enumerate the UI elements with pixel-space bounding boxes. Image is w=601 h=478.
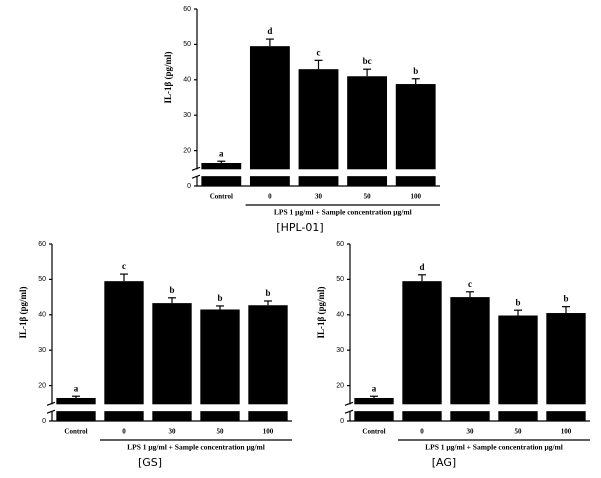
axis-break-mark <box>46 401 56 406</box>
bar <box>249 46 290 186</box>
bar-break <box>497 404 539 412</box>
y-tick-label: 40 <box>336 312 344 319</box>
significance-letter: c <box>122 261 126 271</box>
bar <box>395 84 436 186</box>
caption: [HPL-01] <box>276 221 323 234</box>
axis-break-gap <box>191 169 199 177</box>
x-tick-label: 50 <box>364 193 372 201</box>
significance-letter: d <box>419 262 424 272</box>
bar <box>200 309 240 421</box>
bar-break <box>297 169 340 177</box>
axis-break-mark <box>344 409 354 414</box>
bar-break <box>545 404 587 412</box>
y-tick-label: 20 <box>38 382 46 389</box>
significance-letter: bc <box>363 56 372 66</box>
x-tick-label: 0 <box>420 428 424 436</box>
x-axis-label: LPS 1 μg/ml + Sample concentration μg/ml <box>425 443 563 452</box>
bar-break <box>353 404 395 412</box>
bar-break <box>247 404 289 412</box>
bar <box>152 303 192 421</box>
bar-break <box>346 169 389 177</box>
y-tick-label: 60 <box>183 6 191 13</box>
y-tick-label: 50 <box>336 276 344 283</box>
significance-letter: c <box>468 279 472 289</box>
x-axis-label: LPS 1 μg/ml + Sample concentration μg/ml <box>274 208 412 217</box>
y-axis-label: IL-1β (pg/ml) <box>163 52 173 104</box>
bar-break <box>394 169 437 177</box>
y-tick-label: 60 <box>38 241 46 248</box>
axis-break-mark <box>191 174 201 179</box>
x-axis-label: LPS 1 μg/ml + Sample concentration μg/ml <box>127 443 265 452</box>
significance-letter: b <box>217 293 222 303</box>
significance-letter: a <box>219 148 224 158</box>
x-tick-label: 100 <box>561 428 572 436</box>
significance-letter: d <box>267 26 272 36</box>
y-tick-label: 30 <box>336 347 344 354</box>
x-tick-label: 30 <box>467 428 475 436</box>
significance-letter: b <box>265 288 270 298</box>
x-tick-label: 30 <box>169 428 177 436</box>
bar-break <box>199 404 241 412</box>
bar <box>104 281 144 421</box>
bar <box>402 281 442 421</box>
significance-letter: b <box>515 297 520 307</box>
caption: [GS] <box>138 456 162 469</box>
x-tick-label: 0 <box>268 193 272 201</box>
y-tick-label: 0 <box>340 418 344 425</box>
y-tick-label: 30 <box>183 112 191 119</box>
y-tick-label: 30 <box>38 347 46 354</box>
x-tick-label: 100 <box>410 193 421 201</box>
significance-letter: a <box>74 383 79 393</box>
y-tick-label: 40 <box>183 77 191 84</box>
y-tick-label: 40 <box>38 312 46 319</box>
bar-break <box>248 169 291 177</box>
x-tick-label: 50 <box>515 428 523 436</box>
bar-break <box>449 404 491 412</box>
bar <box>498 315 538 421</box>
bar <box>450 297 490 421</box>
bar <box>298 69 339 186</box>
y-tick-label: 20 <box>336 382 344 389</box>
axis-break-mark <box>191 166 201 171</box>
x-tick-label: 50 <box>217 428 225 436</box>
significance-letter: c <box>317 47 321 57</box>
bar-break <box>200 169 243 177</box>
bar-break <box>151 404 193 412</box>
axis-break-gap <box>46 404 54 412</box>
y-tick-label: 50 <box>183 41 191 48</box>
y-tick-label: 60 <box>336 241 344 248</box>
y-tick-label: 0 <box>42 418 46 425</box>
bar-break <box>55 404 97 412</box>
bar-break <box>401 404 443 412</box>
axis-break-mark <box>46 409 56 414</box>
y-axis-label: IL-1β (pg/ml) <box>316 287 326 339</box>
significance-letter: b <box>563 294 568 304</box>
significance-letter: b <box>169 285 174 295</box>
x-tick-label: 0 <box>122 428 126 436</box>
y-tick-label: 20 <box>183 147 191 154</box>
significance-letter: b <box>413 66 418 76</box>
x-tick-label: Control <box>210 193 233 201</box>
significance-letter: a <box>372 383 377 393</box>
caption: [AG] <box>432 456 456 469</box>
bar <box>347 76 388 186</box>
bar <box>248 305 288 421</box>
y-tick-label: 0 <box>187 183 191 190</box>
bar-break <box>103 404 145 412</box>
axis-break-mark <box>344 401 354 406</box>
y-axis-label: IL-1β (pg/ml) <box>18 287 28 339</box>
axis-break-gap <box>344 404 352 412</box>
bar <box>546 313 586 421</box>
x-tick-label: Control <box>362 428 385 436</box>
x-tick-label: 100 <box>263 428 274 436</box>
x-tick-label: 30 <box>315 193 323 201</box>
x-tick-label: Control <box>64 428 87 436</box>
y-tick-label: 50 <box>38 276 46 283</box>
